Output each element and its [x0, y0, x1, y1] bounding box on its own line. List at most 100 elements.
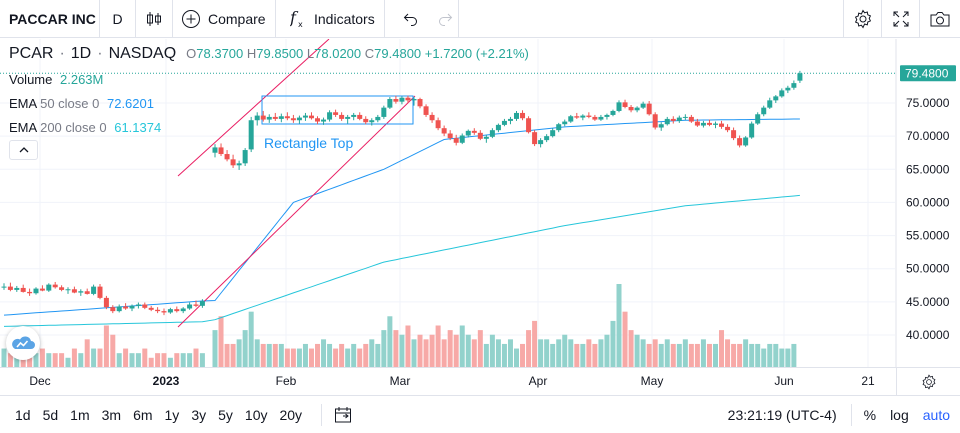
candle-body: [761, 107, 767, 115]
price-chart[interactable]: Rectangle Top 40.0000 45.0000 50.0000 55.00…: [0, 39, 960, 367]
candle-body: [7, 286, 13, 290]
volume-bar: [737, 343, 743, 367]
volume-bar: [791, 343, 797, 367]
volume-bar: [155, 353, 161, 367]
volume-bar: [1, 348, 7, 367]
redo-icon[interactable]: [437, 12, 453, 26]
candle-body: [193, 304, 199, 306]
volume-bar: [574, 343, 580, 367]
candle-body: [634, 107, 640, 111]
volume-bar: [459, 325, 465, 367]
candle-body: [514, 112, 519, 119]
candle-body: [290, 118, 296, 121]
volume-bar: [405, 325, 411, 367]
auto-toggle[interactable]: auto: [922, 406, 950, 423]
candle-body: [592, 116, 598, 120]
undo-icon[interactable]: [403, 12, 419, 26]
candle-body: [405, 97, 411, 101]
fullscreen-button[interactable]: [882, 0, 920, 38]
candle-body: [155, 309, 161, 312]
range-1m[interactable]: 1m: [70, 406, 90, 423]
volume-bar: [586, 339, 592, 367]
clock-timezone[interactable]: 23:21:19 (UTC-4): [727, 406, 837, 423]
volume-study-legend[interactable]: Volume 2.263M: [9, 72, 104, 87]
volume-bar: [743, 339, 749, 367]
log-toggle[interactable]: log: [890, 406, 909, 423]
candle-body: [712, 123, 718, 125]
volume-bar: [676, 343, 682, 367]
volume-bar: [501, 343, 507, 367]
settings-button[interactable]: [844, 0, 882, 38]
candle-body: [242, 150, 248, 164]
snapshot-button[interactable]: [920, 0, 960, 38]
goto-date-icon[interactable]: [334, 406, 352, 424]
range-5d[interactable]: 5d: [42, 406, 59, 423]
candle-body: [755, 114, 761, 124]
volume-bar: [712, 343, 718, 367]
range-20y[interactable]: 20y: [279, 406, 303, 423]
candle-body: [435, 120, 441, 129]
candle-body: [135, 304, 141, 306]
volume-bar: [284, 348, 290, 367]
legend-ticker[interactable]: PCAR: [9, 45, 54, 62]
volume-bar: [212, 330, 218, 367]
volume-bar: [363, 343, 369, 367]
chart-pane[interactable]: Rectangle Top 40.0000 45.0000 50.0000 55.00…: [0, 39, 960, 367]
range-10y[interactable]: 10y: [244, 406, 268, 423]
candle-body: [212, 147, 218, 153]
candle-body: [453, 138, 459, 143]
candle-body: [465, 130, 471, 136]
range-3y[interactable]: 3y: [191, 406, 207, 423]
range-5y[interactable]: 5y: [218, 406, 233, 423]
volume-bar: [435, 325, 441, 367]
chart-type-button[interactable]: [136, 0, 173, 38]
percent-toggle[interactable]: %: [863, 406, 877, 423]
volume-bar: [670, 343, 676, 367]
range-3m[interactable]: 3m: [101, 406, 122, 423]
candle-body: [123, 306, 129, 309]
candle-body: [161, 311, 167, 313]
volume-bar: [78, 353, 84, 367]
volume-bar: [441, 339, 447, 367]
ema50-study-legend[interactable]: EMA 50 close 0 72.6201: [9, 96, 154, 111]
volume-bar: [27, 357, 33, 367]
svg-text:f: f: [290, 9, 299, 27]
candle-body: [357, 114, 363, 119]
volume-bar: [369, 339, 375, 367]
range-1y[interactable]: 1y: [164, 406, 180, 423]
volume-bar: [302, 343, 308, 367]
volume-bar: [236, 339, 242, 367]
interval-button[interactable]: D: [100, 0, 136, 38]
candle-body: [580, 115, 586, 118]
range-6m[interactable]: 6m: [133, 406, 153, 423]
volume-bar: [387, 316, 393, 367]
candle-body: [459, 135, 465, 143]
volume-bar: [315, 343, 321, 367]
volume-bar: [719, 330, 725, 367]
time-axis[interactable]: Dec 2023 Feb Mar Apr May Jun 21: [0, 367, 960, 395]
axis-settings-button[interactable]: [896, 368, 960, 395]
bottom-toolbar: 1d 5d 1m 3m 6m 1y 3y 5y 10y 20y 23:21:19…: [0, 395, 960, 433]
candle-body: [260, 115, 266, 120]
legend-change: +1.7200 (+2.21%): [424, 46, 529, 61]
candle-body: [230, 159, 236, 166]
volume-bar: [272, 343, 278, 367]
candle-body: [544, 136, 550, 141]
candle-body: [33, 288, 39, 294]
candle-body: [103, 297, 109, 308]
ema200-study-legend[interactable]: EMA 200 close 0 61.1374: [9, 120, 162, 135]
candle-body: [628, 106, 634, 111]
candle-body: [676, 117, 682, 121]
candle-body: [538, 140, 544, 145]
candle-body: [78, 291, 84, 293]
tradingview-logo[interactable]: [6, 326, 40, 360]
candle-body: [616, 102, 622, 111]
collapse-legend-button[interactable]: [9, 140, 38, 160]
rectangle-top-label: Rectangle Top: [264, 135, 353, 151]
volume-bar: [224, 343, 230, 367]
compare-button[interactable]: Compare: [173, 0, 276, 38]
volume-bar: [84, 339, 90, 367]
symbol-search-button[interactable]: PACCAR INC: [0, 0, 100, 38]
range-1d[interactable]: 1d: [15, 406, 31, 423]
